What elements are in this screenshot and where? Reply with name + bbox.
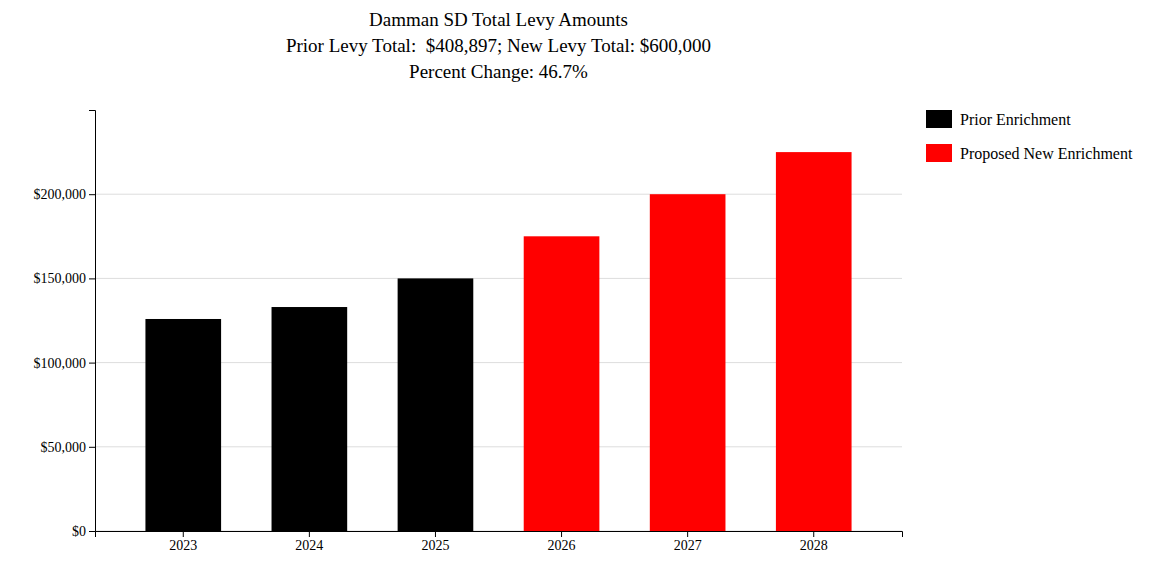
y-tick: $100,000 — [34, 356, 96, 371]
x-tick-label: 2024 — [295, 538, 323, 553]
bar — [272, 307, 348, 531]
x-tick: 2025 — [421, 531, 449, 553]
x-tick-label: 2023 — [169, 538, 197, 553]
x-tick-label: 2026 — [548, 538, 576, 553]
plot: 2023 2024 2025 2026 2027 2028 $0 $50,000 $100,00… — [34, 111, 903, 553]
bar — [776, 152, 852, 531]
x-tick-mark — [813, 531, 814, 537]
y-tick-label: $100,000 — [34, 356, 87, 371]
y-tick: $200,000 — [34, 187, 96, 202]
legend-label: Proposed New Enrichment — [960, 145, 1133, 163]
x-tick: 2023 — [169, 531, 197, 553]
legend-swatch — [926, 110, 952, 128]
x-tick-mark — [687, 531, 688, 537]
y-tick-label: $0 — [72, 524, 86, 539]
y-axis-line — [89, 111, 96, 532]
bars — [145, 152, 851, 531]
legend-item: Prior Enrichment — [926, 110, 1071, 128]
y-tick: $0 — [72, 524, 95, 539]
y-tick-label: $150,000 — [34, 271, 87, 286]
x-tick-mark — [309, 531, 310, 537]
x-axis: 2023 2024 2025 2026 2027 2028 — [96, 531, 903, 553]
x-tick-mark — [435, 531, 436, 537]
chart: Damman SD Total Levy AmountsPrior Levy T… — [0, 0, 1152, 576]
y-tick: $150,000 — [34, 271, 96, 286]
title: Damman SD Total Levy AmountsPrior Levy T… — [286, 9, 711, 82]
y-axis: $0 $50,000 $100,000 $150,000 $200,000 — [34, 111, 96, 539]
x-tick: 2024 — [295, 531, 323, 553]
y-tick-mark — [89, 531, 95, 532]
x-tick-label: 2025 — [421, 538, 449, 553]
legend: Prior Enrichment Proposed New Enrichment — [926, 110, 1133, 163]
y-tick-mark — [89, 278, 95, 279]
bar — [650, 194, 726, 531]
y-tick-mark — [89, 447, 95, 448]
x-tick-mark — [561, 531, 562, 537]
y-tick: $50,000 — [41, 440, 96, 455]
x-tick-label: 2028 — [800, 538, 828, 553]
bar — [524, 236, 600, 531]
x-tick: 2026 — [548, 531, 576, 553]
legend-swatch — [926, 144, 952, 162]
y-tick-mark — [89, 194, 95, 195]
legend-item: Proposed New Enrichment — [926, 144, 1133, 163]
y-tick-label: $50,000 — [41, 440, 87, 455]
x-tick-label: 2027 — [674, 538, 702, 553]
x-tick: 2027 — [674, 531, 702, 553]
x-axis-line — [96, 532, 903, 538]
x-tick-mark — [183, 531, 184, 537]
bar — [145, 319, 221, 531]
y-tick-label: $200,000 — [34, 187, 87, 202]
legend-label: Prior Enrichment — [960, 111, 1071, 128]
y-tick-mark — [89, 363, 95, 364]
bar — [398, 278, 474, 531]
x-tick: 2028 — [800, 531, 828, 553]
